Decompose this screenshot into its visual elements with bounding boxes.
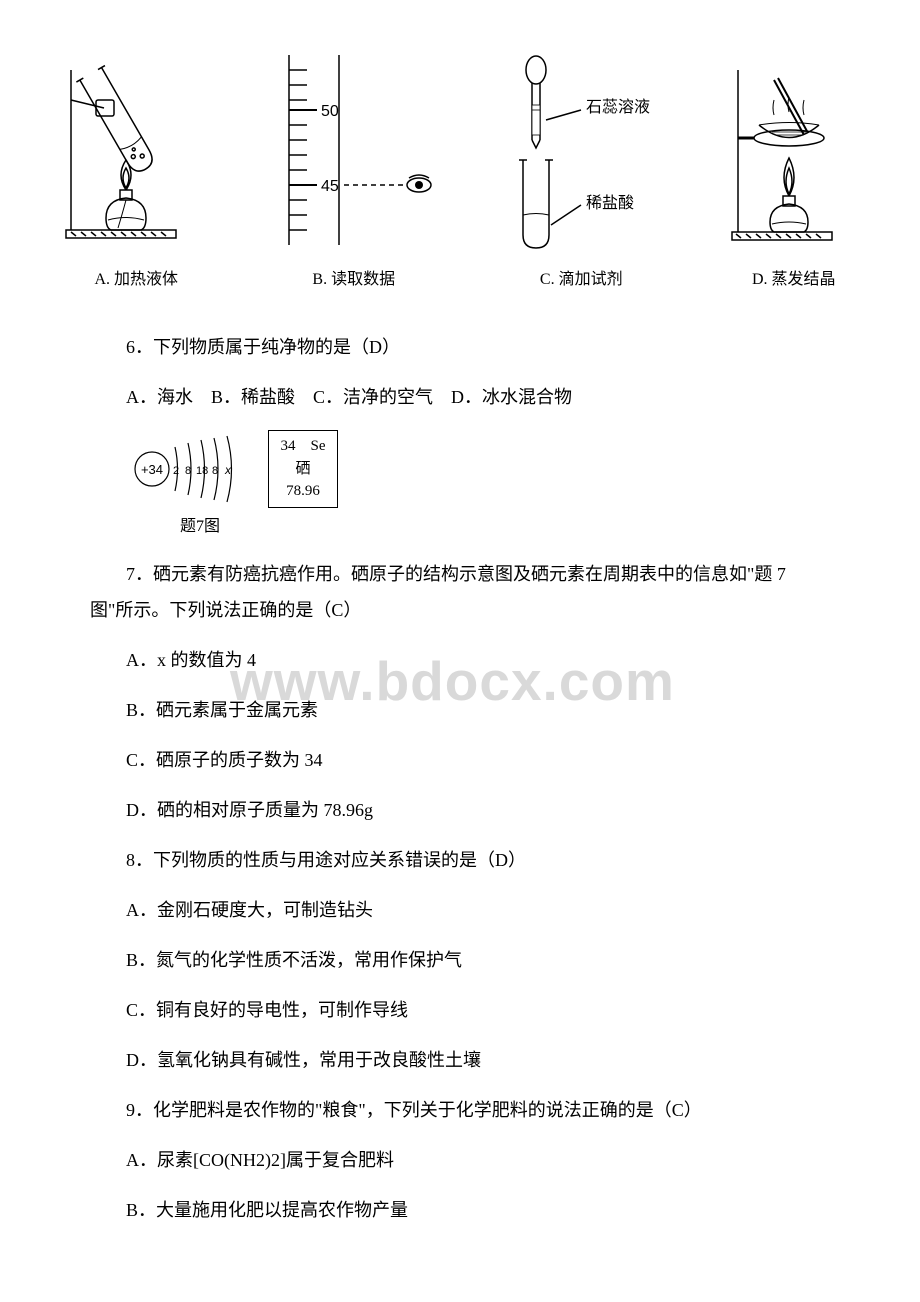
- caption-b: B. 读取数据: [312, 266, 395, 295]
- drop-reagent-icon: 石蕊溶液 稀盐酸: [491, 50, 671, 250]
- svg-text:8: 8: [185, 465, 191, 477]
- svg-text:50: 50: [321, 103, 339, 120]
- q7-figure-caption: 题7图: [180, 513, 830, 542]
- q6-stem: 6．下列物质属于纯净物的是（D）: [90, 329, 830, 365]
- element-line1: 34 Se: [269, 435, 337, 458]
- q8-a: A．金刚石硬度大，可制造钻头: [90, 892, 830, 928]
- evaporate-icon: [724, 50, 864, 250]
- svg-text:石蕊溶液: 石蕊溶液: [586, 98, 650, 116]
- diagram-d: D. 蒸发结晶: [724, 50, 864, 295]
- q7-figure: +34 2 8 18 8 x 34 Se 硒 78.96: [130, 429, 830, 509]
- q9-a: A．尿素[CO(NH2)2]属于复合肥料: [90, 1142, 830, 1178]
- svg-text:45: 45: [321, 178, 339, 195]
- svg-text:稀盐酸: 稀盐酸: [586, 194, 634, 212]
- svg-text:8: 8: [212, 465, 218, 477]
- q7-a: A．x 的数值为 4: [90, 642, 830, 678]
- element-box: 34 Se 硒 78.96: [268, 430, 338, 508]
- atom-structure-icon: +34 2 8 18 8 x: [130, 429, 250, 509]
- q8-d: D．氢氧化钠具有碱性，常用于改良酸性土壤: [90, 1042, 830, 1078]
- svg-text:x: x: [224, 463, 232, 477]
- diagram-b: 50 45 B. 读取数据: [269, 50, 439, 295]
- element-line3: 78.96: [269, 480, 337, 503]
- q8-b: B．氮气的化学性质不活泼，常用作保护气: [90, 942, 830, 978]
- caption-a: A. 加热液体: [94, 266, 178, 295]
- caption-c: C. 滴加试剂: [540, 266, 623, 295]
- heating-liquid-icon: [56, 50, 216, 250]
- diagram-a: A. 加热液体: [56, 50, 216, 295]
- q6-options: A．海水 B．稀盐酸 C．洁净的空气 D．冰水混合物: [90, 379, 830, 415]
- q8-stem: 8．下列物质的性质与用途对应关系错误的是（D）: [90, 842, 830, 878]
- diagram-c: 石蕊溶液 稀盐酸 C. 滴加试剂: [491, 50, 671, 295]
- svg-text:+34: +34: [141, 462, 163, 477]
- svg-text:18: 18: [196, 465, 208, 477]
- caption-d: D. 蒸发结晶: [752, 266, 836, 295]
- q7-stem: 7．硒元素有防癌抗癌作用。硒原子的结构示意图及硒元素在周期表中的信息如"题 7 …: [90, 556, 830, 628]
- q7-d: D．硒的相对原子质量为 78.96g: [90, 792, 830, 828]
- diagram-row: A. 加热液体 50 45: [0, 20, 920, 305]
- content-area: 6．下列物质属于纯净物的是（D） A．海水 B．稀盐酸 C．洁净的空气 D．冰水…: [0, 305, 920, 1252]
- q9-stem: 9．化学肥料是农作物的"粮食"，下列关于化学肥料的说法正确的是（C）: [90, 1092, 830, 1128]
- element-line2: 硒: [269, 458, 337, 481]
- read-measurement-icon: 50 45: [269, 50, 439, 250]
- q7-b: B．硒元素属于金属元素: [90, 692, 830, 728]
- q7-c: C．硒原子的质子数为 34: [90, 742, 830, 778]
- svg-text:2: 2: [173, 465, 179, 477]
- q9-b: B．大量施用化肥以提高农作物产量: [90, 1192, 830, 1228]
- q8-c: C．铜有良好的导电性，可制作导线: [90, 992, 830, 1028]
